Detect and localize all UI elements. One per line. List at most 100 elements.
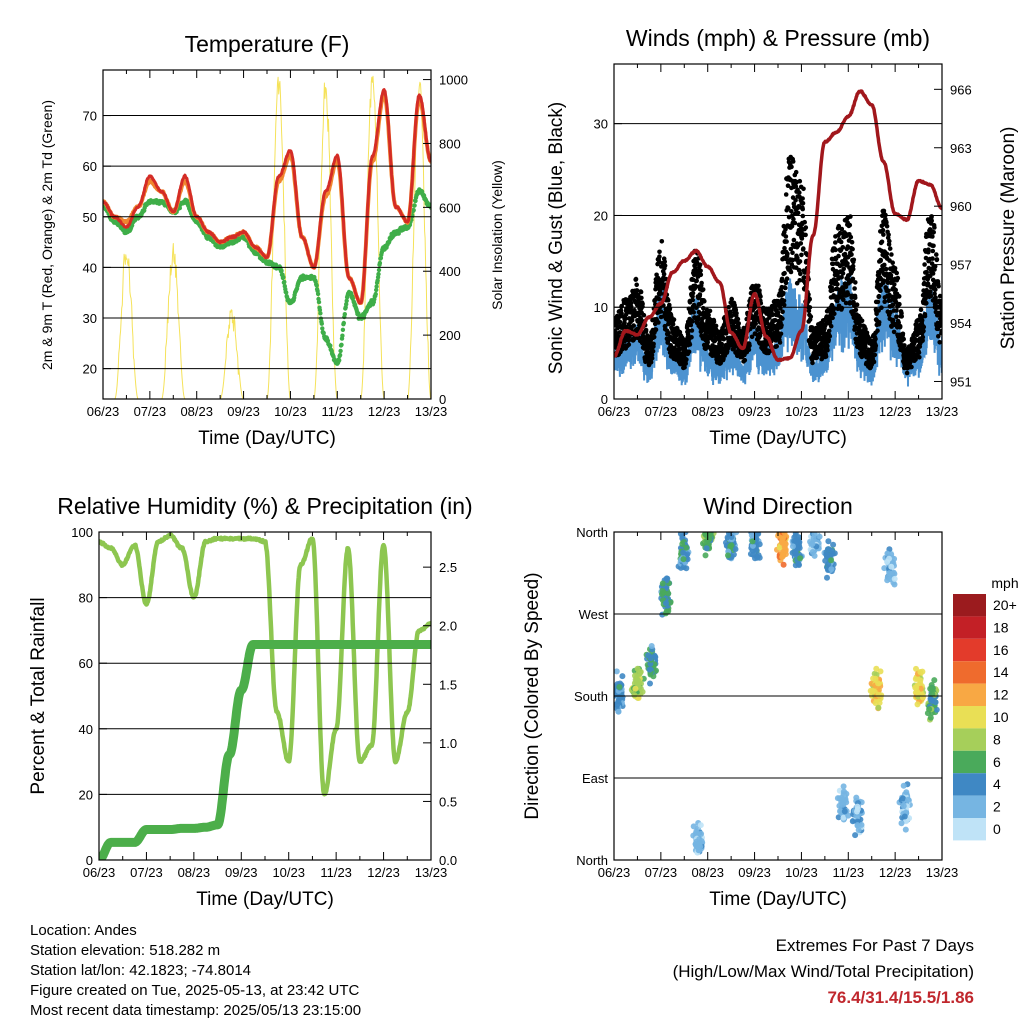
gust-point bbox=[930, 234, 935, 239]
dewpoint-point bbox=[316, 299, 322, 305]
direction-point bbox=[854, 803, 861, 810]
gust-point bbox=[785, 251, 790, 257]
gust-point bbox=[937, 293, 942, 299]
gust-point bbox=[791, 216, 796, 222]
solar-series bbox=[103, 75, 431, 399]
dewpoint-point bbox=[413, 198, 418, 204]
x-tick-label: 09/23 bbox=[227, 404, 260, 419]
gust-point bbox=[923, 255, 929, 261]
gust-point bbox=[784, 276, 790, 282]
gust-point bbox=[886, 232, 891, 238]
gust-point bbox=[939, 314, 942, 319]
x-tick-label: 13/23 bbox=[415, 865, 448, 880]
gust-point bbox=[875, 328, 880, 334]
dewpoint-point bbox=[317, 307, 323, 313]
direction-point bbox=[755, 552, 762, 559]
gust-point bbox=[691, 310, 696, 315]
colorbar-title: mph bbox=[991, 575, 1018, 591]
y-tick-label: North bbox=[576, 525, 608, 540]
gust-point bbox=[814, 355, 820, 361]
y-axis-label: Direction (Colored By Speed) bbox=[522, 572, 543, 819]
direction-point bbox=[926, 706, 933, 713]
colorbar-swatch bbox=[953, 728, 986, 751]
x-tick-label: 10/23 bbox=[272, 865, 305, 880]
gust-point bbox=[658, 290, 663, 296]
gust-point bbox=[666, 330, 671, 336]
direction-point bbox=[663, 600, 669, 607]
y2-tick-label: 600 bbox=[439, 200, 461, 215]
gust-point bbox=[851, 257, 857, 263]
gust-point bbox=[849, 252, 854, 257]
gust-point bbox=[786, 205, 791, 211]
gust-point bbox=[719, 341, 724, 347]
gust-point bbox=[756, 283, 761, 289]
dewpoint-point bbox=[177, 205, 182, 211]
direction-point bbox=[891, 575, 898, 582]
gust-point bbox=[934, 252, 939, 257]
colorbar-label: 0 bbox=[993, 821, 1001, 837]
direction-point bbox=[725, 552, 731, 559]
gust-point bbox=[827, 320, 833, 325]
gust-point bbox=[894, 308, 899, 313]
dewpoint-point bbox=[374, 287, 379, 293]
gust-point bbox=[919, 318, 925, 323]
gust-point bbox=[825, 348, 830, 353]
gust-point bbox=[792, 220, 798, 226]
colorbar-label: 8 bbox=[993, 731, 1001, 747]
y2-tick-label: 0 bbox=[439, 392, 446, 407]
gust-point bbox=[863, 344, 868, 350]
gust-point bbox=[932, 264, 938, 269]
gust-point bbox=[783, 280, 789, 286]
gust-point bbox=[897, 301, 902, 307]
direction-point bbox=[854, 822, 861, 829]
gust-point bbox=[871, 359, 877, 365]
gust-point bbox=[657, 254, 662, 259]
gust-point bbox=[891, 329, 897, 335]
gust-point bbox=[826, 337, 831, 343]
y-tick-label: 80 bbox=[79, 591, 93, 606]
gust-point bbox=[746, 347, 752, 353]
gust-point bbox=[854, 302, 860, 308]
direction-point bbox=[696, 836, 703, 843]
gust-point bbox=[619, 347, 625, 352]
gust-point bbox=[799, 252, 804, 258]
y-tick-label: 40 bbox=[83, 260, 97, 275]
x-tick-label: 10/23 bbox=[785, 404, 818, 419]
direction-point bbox=[914, 701, 921, 708]
gust-point bbox=[631, 323, 636, 328]
gust-point bbox=[682, 365, 687, 370]
gust-point bbox=[789, 209, 794, 214]
gust-point bbox=[833, 247, 838, 253]
gust-point bbox=[909, 364, 914, 370]
gust-point bbox=[735, 316, 741, 322]
gust-point bbox=[781, 298, 787, 304]
direction-point bbox=[884, 559, 891, 565]
gust-point bbox=[884, 251, 890, 257]
humidity-panel: 0 20 40 60 80 100 0.0 0.5 1.0 1.5 2.0 2.5 06/23 07/23… bbox=[28, 493, 473, 910]
latest-timestamp: Most recent data timestamp: 2025/05/13 2… bbox=[30, 1002, 362, 1019]
x-tick-label: 12/23 bbox=[879, 865, 912, 880]
colorbar-swatch bbox=[953, 661, 986, 684]
gust-point bbox=[876, 320, 882, 325]
gust-point bbox=[790, 250, 795, 256]
gust-point bbox=[926, 247, 931, 252]
gust-point bbox=[638, 316, 644, 322]
gust-point bbox=[875, 299, 881, 305]
gust-point bbox=[736, 321, 741, 326]
x-tick-label: 07/23 bbox=[134, 404, 167, 419]
gust-point bbox=[884, 223, 890, 229]
gust-point bbox=[629, 318, 635, 323]
direction-point bbox=[828, 557, 835, 564]
gust-point bbox=[662, 263, 668, 268]
y-axis-label: Sonic Wind & Gust (Blue, Black) bbox=[546, 102, 567, 374]
gust-point bbox=[689, 328, 695, 333]
dewpoint-point bbox=[328, 343, 333, 348]
gust-point bbox=[789, 164, 794, 170]
direction-point bbox=[913, 665, 919, 672]
gust-point bbox=[639, 295, 644, 301]
panel-title: Wind Direction bbox=[703, 493, 853, 519]
gust-point bbox=[800, 196, 805, 201]
gust-point bbox=[853, 280, 858, 285]
direction-point bbox=[679, 541, 686, 547]
